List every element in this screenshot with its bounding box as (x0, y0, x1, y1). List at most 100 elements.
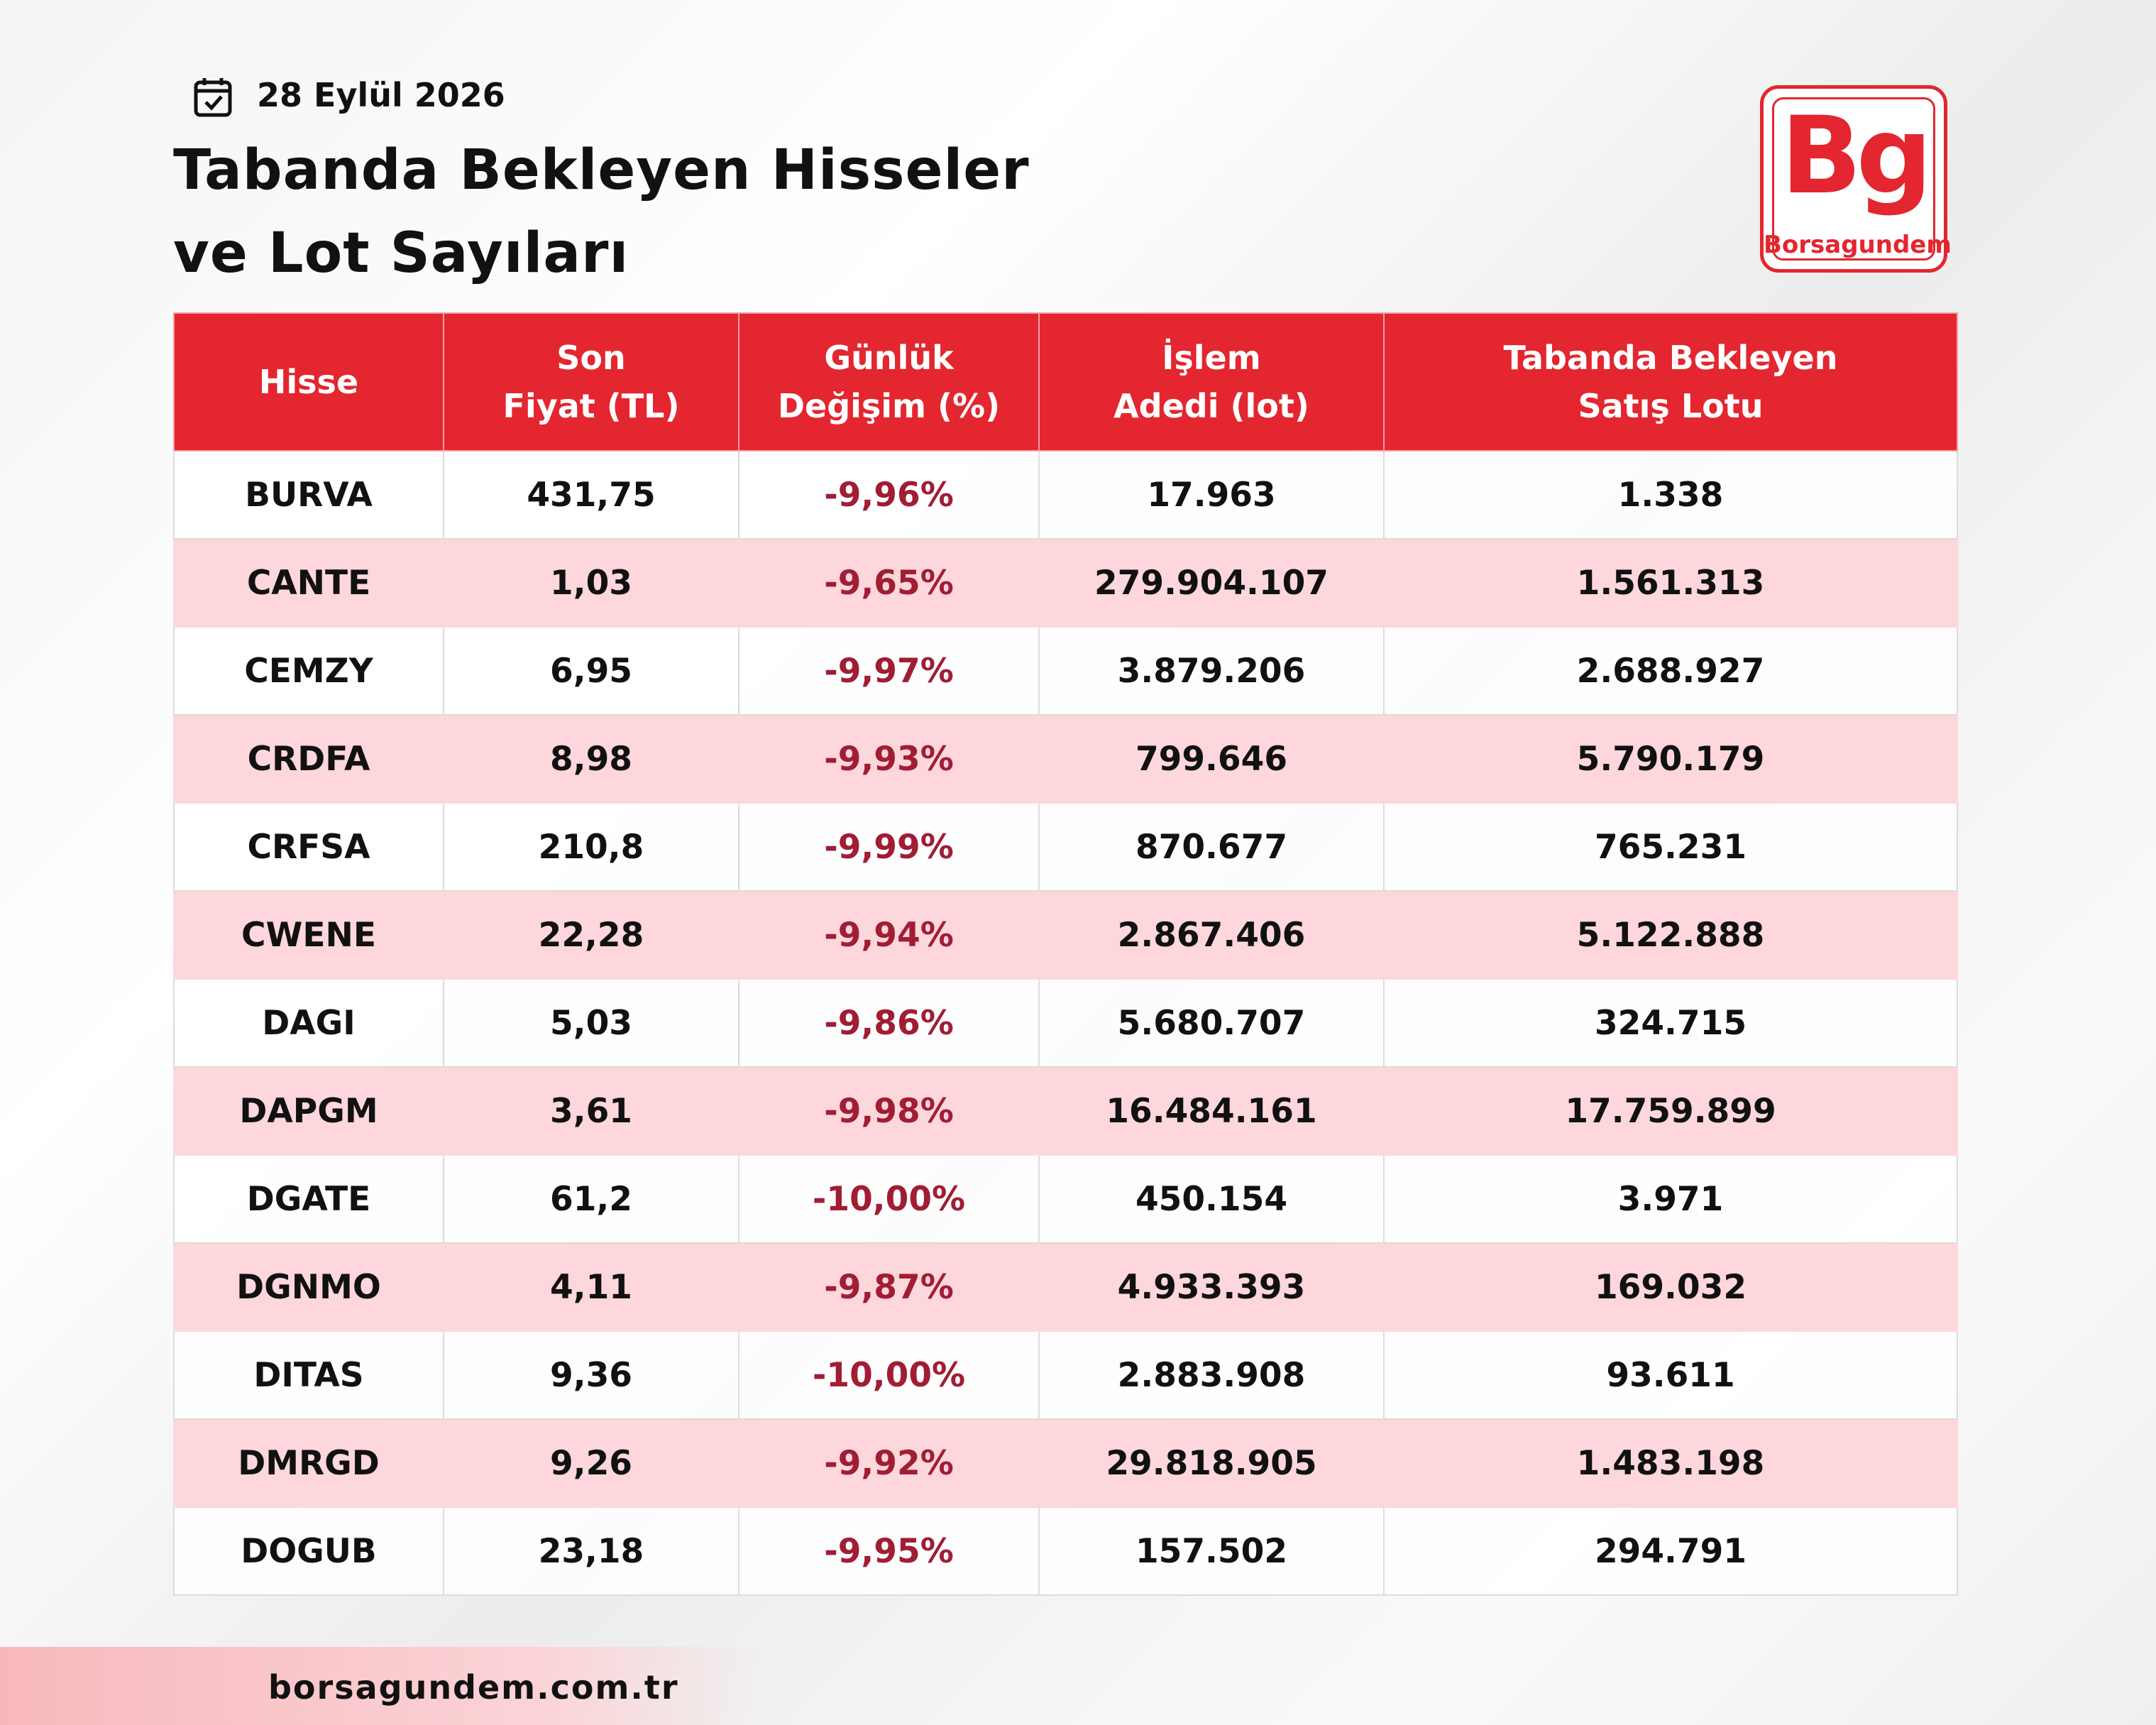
table-cell: -10,00% (738, 1330, 1040, 1420)
table-cell: 1.483.198 (1383, 1418, 1958, 1508)
table-cell: 1.561.313 (1383, 538, 1958, 628)
table-cell: -9,86% (738, 978, 1040, 1068)
table-cell: 6,95 (443, 626, 739, 716)
column-header: Son Fiyat (TL) (443, 312, 739, 451)
header-line: Hisse (258, 363, 359, 401)
table-cell: 5,03 (443, 978, 739, 1068)
title: ve Lot Sayıları (173, 221, 629, 285)
table-cell: DGATE (173, 1154, 444, 1244)
table-cell: 61,2 (443, 1154, 739, 1244)
header-line: Değişim (%) (777, 387, 1001, 425)
table-cell: -9,99% (738, 802, 1040, 892)
table-cell: 3.879.206 (1038, 626, 1385, 716)
table-cell: 17.963 (1038, 450, 1385, 540)
table-cell: DGNMO (173, 1242, 444, 1332)
table-cell: CANTE (173, 538, 444, 628)
table-cell: 450.154 (1038, 1154, 1385, 1244)
header-line: Fiyat (TL) (502, 387, 680, 425)
calendar-icon (194, 78, 232, 117)
table-cell: 9,36 (443, 1330, 739, 1420)
title: Tabanda Bekleyen Hisseler (173, 138, 1030, 202)
table-row: DITAS 9,36 -10,00% 2.883.908 93.611 (173, 1330, 1958, 1420)
table-cell: DAGI (173, 978, 444, 1068)
table-row: DOGUB 23,18 -9,95% 157.502 294.791 (173, 1506, 1958, 1596)
table-cell: -9,98% (738, 1066, 1040, 1156)
table-cell: 157.502 (1038, 1506, 1385, 1596)
table-cell: 279.904.107 (1038, 538, 1385, 628)
table-cell: 3,61 (443, 1066, 739, 1156)
table-cell: 3.971 (1383, 1154, 1958, 1244)
table-cell: DMRGD (173, 1418, 444, 1508)
table-cell: DOGUB (173, 1506, 444, 1596)
header-line: Günlük (824, 339, 954, 377)
table-row: CRFSA 210,8 -9,99% 870.677 765.231 (173, 802, 1958, 892)
table-row: CANTE 1,03 -9,65% 279.904.107 1.561.313 (173, 538, 1958, 628)
table-row: DGNMO 4,11 -9,87% 4.933.393 169.032 (173, 1242, 1958, 1332)
table-cell: 5.122.888 (1383, 890, 1958, 980)
table-cell: -9,92% (738, 1418, 1040, 1508)
table-cell: 169.032 (1383, 1242, 1958, 1332)
logo-name: Borsagundem (1764, 231, 1952, 259)
footer-bar (0, 1647, 764, 1725)
table-cell: 431,75 (443, 450, 739, 540)
table-cell: 8,98 (443, 714, 739, 804)
table-cell: 2.883.908 (1038, 1330, 1385, 1420)
table-cell: 765.231 (1383, 802, 1958, 892)
table-cell: 93.611 (1383, 1330, 1958, 1420)
column-header: İşlem Adedi (lot) (1038, 312, 1385, 451)
table-cell: -9,87% (738, 1242, 1040, 1332)
table-cell: 5.790.179 (1383, 714, 1958, 804)
table-cell: 2.867.406 (1038, 890, 1385, 980)
table-cell: -9,93% (738, 714, 1040, 804)
table-cell: DAPGM (173, 1066, 444, 1156)
column-header: Hisse (173, 312, 444, 451)
table-cell: 5.680.707 (1038, 978, 1385, 1068)
table-cell: -9,97% (738, 626, 1040, 716)
table-cell: -9,95% (738, 1506, 1040, 1596)
table-cell: CEMZY (173, 626, 444, 716)
table-cell: DITAS (173, 1330, 444, 1420)
table-cell: BURVA (173, 450, 444, 540)
table-cell: 324.715 (1383, 978, 1958, 1068)
table-cell: 16.484.161 (1038, 1066, 1385, 1156)
table-row: BURVA 431,75 -9,96% 17.963 1.338 (173, 450, 1958, 540)
table-row: DAPGM 3,61 -9,98% 16.484.161 17.759.899 (173, 1066, 1958, 1156)
table-row: DMRGD 9,26 -9,92% 29.818.905 1.483.198 (173, 1418, 1958, 1508)
table-row: CWENE 22,28 -9,94% 2.867.406 5.122.888 (173, 890, 1958, 980)
table-row: CEMZY 6,95 -9,97% 3.879.206 2.688.927 (173, 626, 1958, 716)
table-cell: 4.933.393 (1038, 1242, 1385, 1332)
table-cell: 870.677 (1038, 802, 1385, 892)
table-cell: -9,96% (738, 450, 1040, 540)
header-row: Hisse Son Fiyat (TL) Günlük Değişim (%) İşlem… (173, 312, 1958, 451)
footer-url: borsagundem.com.tr (268, 1668, 679, 1707)
header-line: İşlem (1162, 339, 1261, 377)
table-cell: CRFSA (173, 802, 444, 892)
table-row: CRDFA 8,98 -9,93% 799.646 5.790.179 (173, 714, 1958, 804)
table-row: DGATE 61,2 -10,00% 450.154 3.971 (173, 1154, 1958, 1244)
table-cell: 2.688.927 (1383, 626, 1958, 716)
table-cell: 210,8 (443, 802, 739, 892)
table-cell: -10,00% (738, 1154, 1040, 1244)
table-cell: CRDFA (173, 714, 444, 804)
logo: Bg Borsagundem (1760, 85, 1952, 273)
date: 28 Eylül 2026 (257, 76, 505, 114)
table-cell: 294.791 (1383, 1506, 1958, 1596)
table-cell: 4,11 (443, 1242, 739, 1332)
table-cell: 22,28 (443, 890, 739, 980)
header-line: Adedi (lot) (1113, 387, 1309, 425)
logo-mark: Bg (1781, 94, 1932, 218)
header-line: Satış Lotu (1578, 387, 1764, 425)
table-cell: 1.338 (1383, 450, 1958, 540)
table-cell: 17.759.899 (1383, 1066, 1958, 1156)
table-cell: 1,03 (443, 538, 739, 628)
table-cell: 799.646 (1038, 714, 1385, 804)
table-cell: -9,94% (738, 890, 1040, 980)
stock-table: Hisse Son Fiyat (TL) Günlük Değişim (%) İşlem… (173, 312, 1958, 1596)
header-line: Son (556, 339, 626, 377)
column-header: Günlük Değişim (%) (738, 312, 1040, 451)
table-cell: 23,18 (443, 1506, 739, 1596)
header-line: Tabanda Bekleyen (1503, 339, 1838, 377)
table-cell: 9,26 (443, 1418, 739, 1508)
table-row: DAGI 5,03 -9,86% 5.680.707 324.715 (173, 978, 1958, 1068)
